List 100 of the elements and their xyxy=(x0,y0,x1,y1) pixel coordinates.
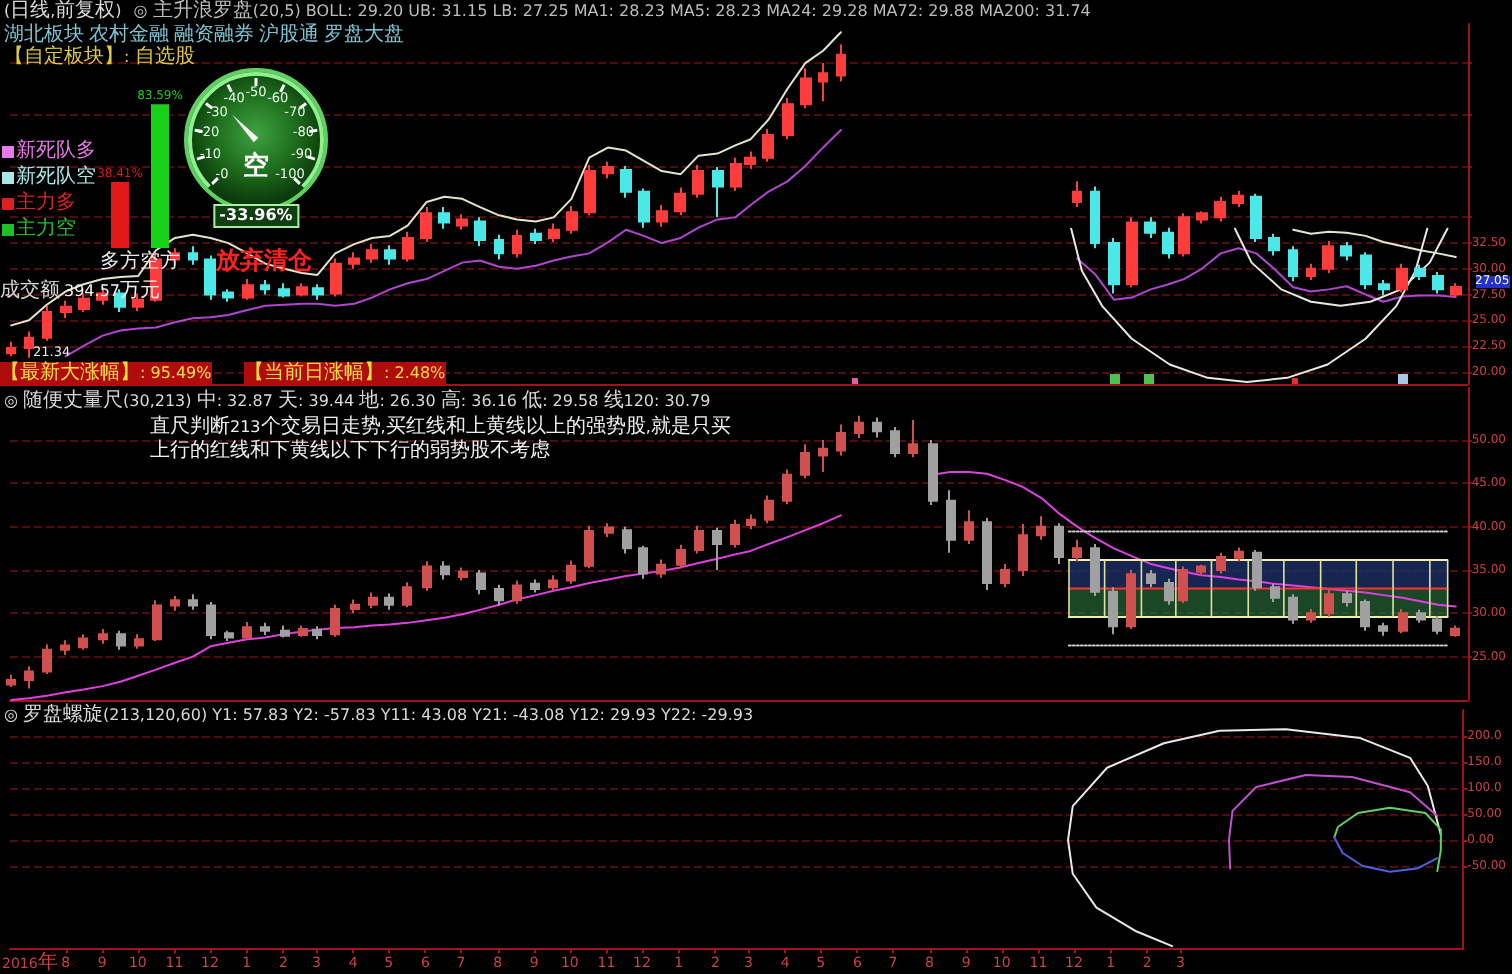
annotation: 【自定板块】: 自选股 xyxy=(4,46,195,68)
candlestick xyxy=(98,627,108,645)
candlestick xyxy=(350,598,360,615)
candlestick xyxy=(366,243,378,264)
candlestick xyxy=(260,279,270,296)
annotation: 主力多 xyxy=(16,192,76,214)
candlestick xyxy=(1322,240,1334,274)
candlestick xyxy=(242,278,254,301)
candlestick xyxy=(530,227,542,246)
candlestick xyxy=(1164,577,1174,606)
candlestick xyxy=(1214,195,1226,223)
candlestick xyxy=(42,304,52,342)
candlestick xyxy=(456,213,468,231)
candlestick xyxy=(1252,549,1262,592)
candlestick xyxy=(676,543,686,570)
candlestick xyxy=(368,591,378,610)
candlestick xyxy=(928,439,938,506)
candlestick xyxy=(1108,236,1120,295)
category-label: 空 xyxy=(243,152,269,182)
candlestick xyxy=(1306,262,1316,282)
annotation: 新死队空 xyxy=(16,166,96,188)
candlestick xyxy=(1234,546,1244,563)
x-tick-label: 多方 xyxy=(100,249,140,273)
candlestick xyxy=(6,340,16,358)
candlestick xyxy=(260,621,270,636)
annotation: 【当前日涨幅】: 2.48% xyxy=(244,362,446,384)
candlestick xyxy=(278,282,290,299)
candlestick xyxy=(384,592,394,611)
candlestick xyxy=(730,518,740,549)
candlestick xyxy=(1196,210,1208,225)
candlestick xyxy=(170,595,180,612)
candlestick xyxy=(1018,523,1028,578)
candlestick xyxy=(1054,522,1064,565)
candlestick xyxy=(24,665,34,690)
annotation: 主力空 xyxy=(16,218,76,240)
candlestick xyxy=(1432,270,1444,295)
candlestick xyxy=(476,569,486,596)
candlestick xyxy=(24,330,34,359)
candlestick xyxy=(494,583,504,607)
candlestick xyxy=(222,288,234,303)
candlestick xyxy=(656,204,668,228)
candlestick xyxy=(712,526,722,571)
candlestick xyxy=(330,603,340,638)
chart-title: ◎ 罗盘螺旋(213,120,60) Y1: 57.83 Y2: -57.83 Y11: 43.08 Y21: -43.08 Y12: 29.93 Y22: -29.93 xyxy=(4,704,754,726)
candlestick xyxy=(1036,515,1046,541)
candlestick xyxy=(6,673,16,688)
candlestick xyxy=(1250,192,1262,244)
candlestick xyxy=(782,97,794,141)
candlestick xyxy=(330,257,342,298)
candlestick xyxy=(836,423,846,457)
candlestick xyxy=(1450,282,1462,298)
candlestick xyxy=(764,494,774,525)
candlestick xyxy=(890,426,900,459)
candlestick xyxy=(584,163,596,217)
candlestick xyxy=(1072,180,1082,209)
candlestick xyxy=(1360,598,1370,632)
candlestick xyxy=(872,416,882,439)
candlestick xyxy=(512,579,522,605)
candlestick xyxy=(280,624,290,639)
candlestick xyxy=(474,216,486,248)
candlestick xyxy=(298,624,308,638)
candlestick xyxy=(458,566,468,582)
candlestick xyxy=(1340,241,1352,262)
chart-title: ◎ 随便丈量尺(30,213) 中: 32.87 天: 39.44 地: 26.30 高: 36.16 低: 29.58 线120: 30.79 xyxy=(4,390,711,412)
candlestick xyxy=(116,629,126,651)
candlestick xyxy=(1268,232,1280,257)
candlestick xyxy=(42,643,52,675)
candlestick xyxy=(1450,624,1460,638)
candlestick xyxy=(946,489,956,554)
candlestick xyxy=(440,560,450,581)
candlestick xyxy=(134,633,144,650)
candlestick xyxy=(762,127,774,163)
candlestick xyxy=(78,633,88,651)
line-series xyxy=(1333,806,1442,873)
candlestick xyxy=(908,419,918,459)
annotation: 成交额 xyxy=(0,280,60,302)
candlestick xyxy=(982,517,992,591)
candlestick xyxy=(1414,263,1426,282)
candlestick xyxy=(1178,212,1190,258)
candlestick xyxy=(422,560,432,592)
candlestick xyxy=(1360,251,1372,291)
line-series xyxy=(1333,836,1439,873)
candlestick xyxy=(1306,608,1316,624)
candlestick xyxy=(312,283,324,301)
candlestick xyxy=(1072,538,1082,563)
candlestick xyxy=(1162,226,1174,260)
candlestick xyxy=(60,299,72,320)
text: 直尺判断213个交易日走势,买红线和上黄线以上的强势股,就是只买上行的红线和下黄线以下下行的弱势股不考虑 xyxy=(150,416,731,462)
chart-title: (日线,前复权) xyxy=(4,0,122,22)
candlestick xyxy=(692,163,704,199)
candlestick xyxy=(818,62,828,103)
candlestick xyxy=(638,187,650,229)
candlestick xyxy=(1146,569,1156,589)
candlestick xyxy=(548,222,560,244)
candlestick xyxy=(800,67,812,110)
candlestick xyxy=(384,244,396,266)
data-label: -33.96% xyxy=(213,204,299,228)
candlestick xyxy=(566,205,578,235)
candlestick xyxy=(296,282,308,298)
candlestick xyxy=(712,165,724,219)
